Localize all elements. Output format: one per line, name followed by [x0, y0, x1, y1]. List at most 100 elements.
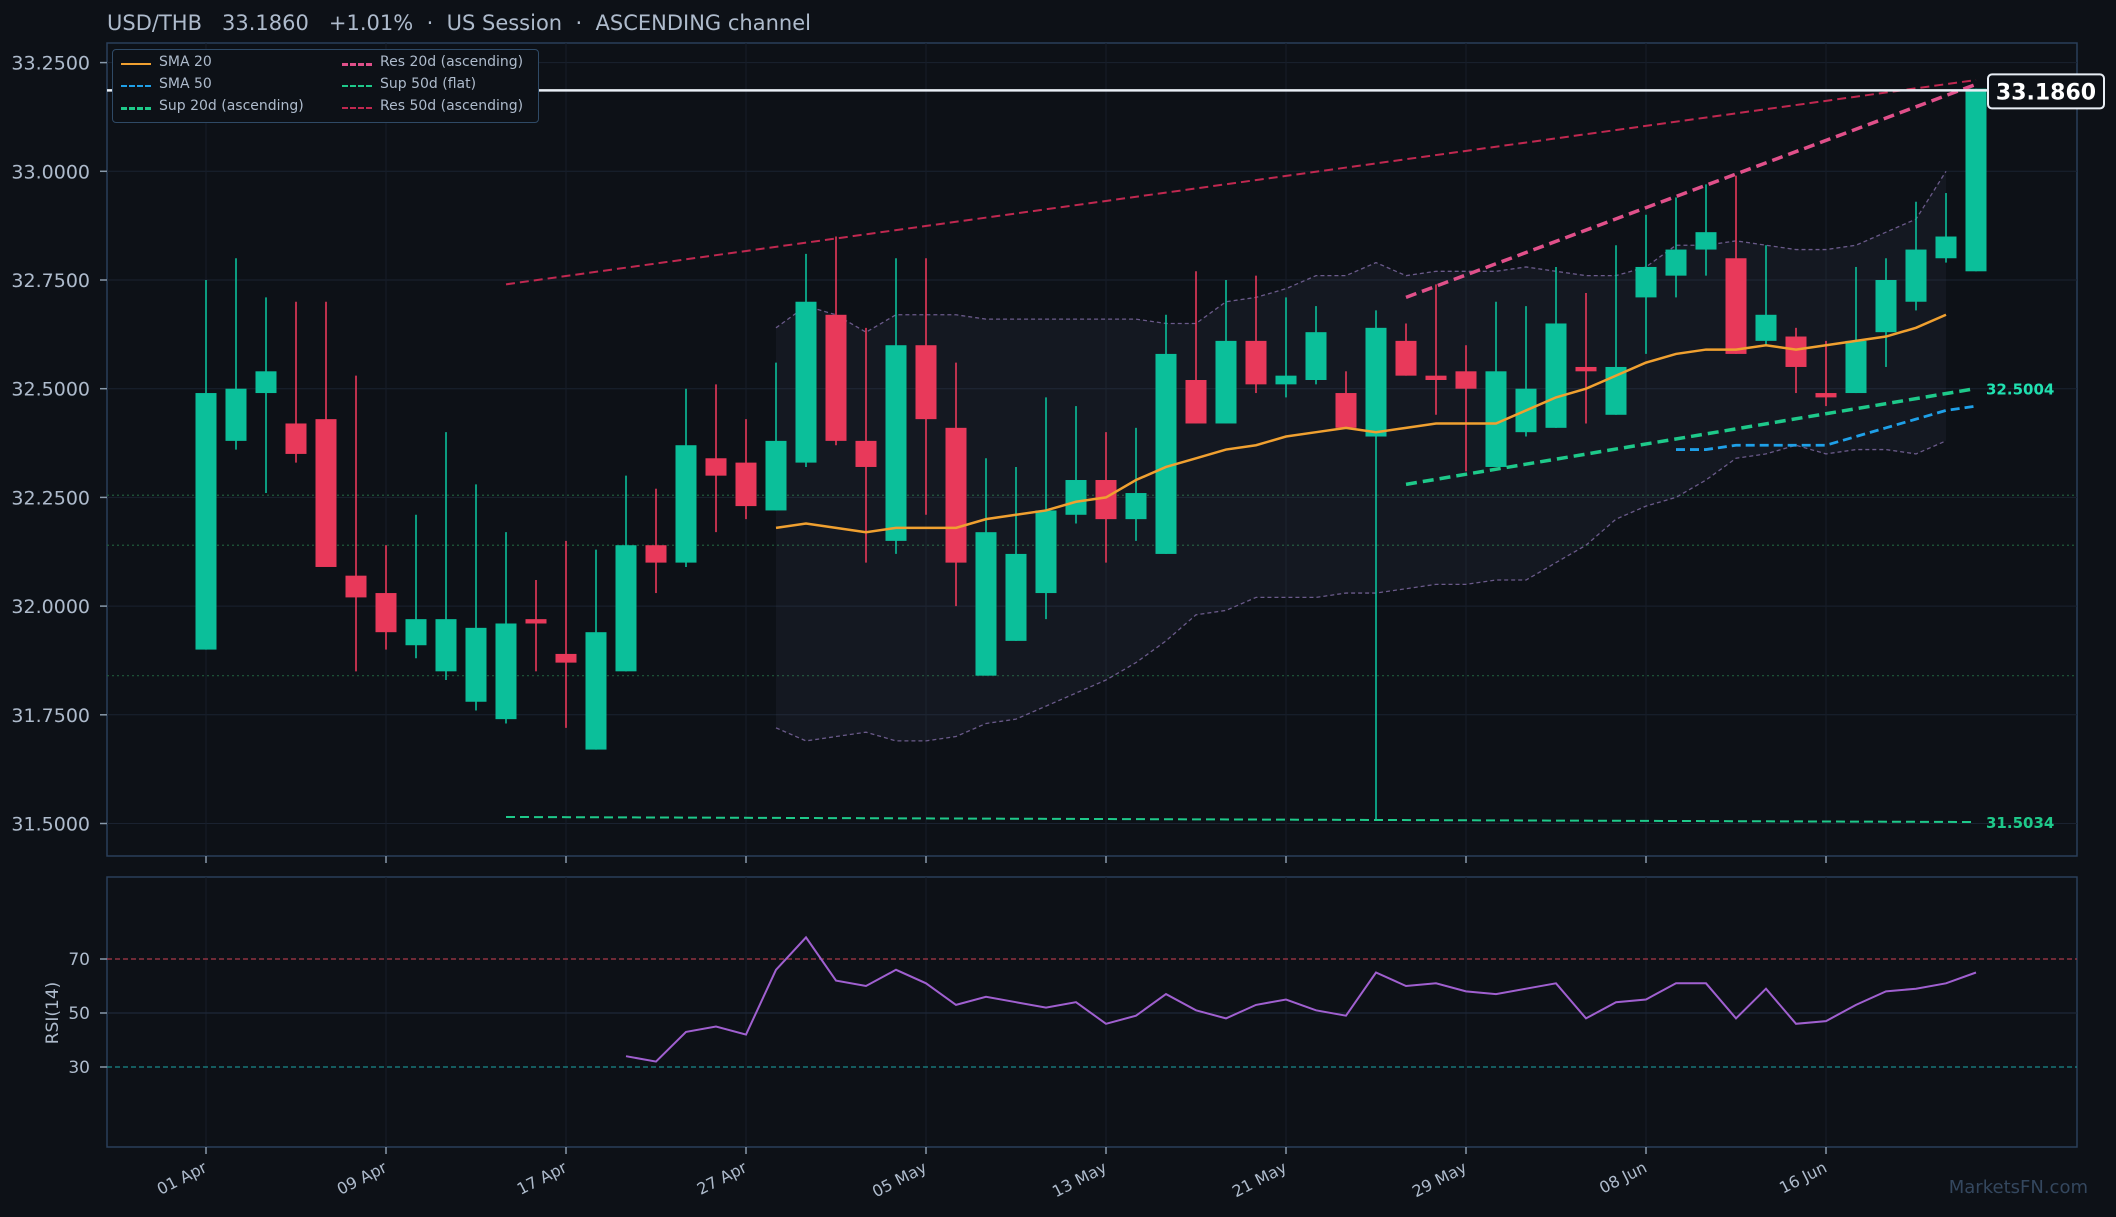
- candle-body: [1215, 340, 1237, 424]
- candle-body: [465, 627, 487, 702]
- candle: [1275, 297, 1297, 398]
- candle: [1125, 427, 1147, 541]
- chart-title: USD/THB 33.1860 +1.01% · US Session · AS…: [107, 11, 811, 35]
- lower-band-line: [775, 440, 1947, 742]
- candle: [1395, 323, 1417, 376]
- level-label: 32.5004: [1986, 381, 2054, 399]
- candle-body: [1005, 553, 1027, 641]
- x-tick-label: 21 May: [1229, 1158, 1290, 1202]
- candle: [1545, 266, 1567, 428]
- pair-symbol: USD/THB: [107, 11, 202, 35]
- candle-body: [915, 345, 937, 420]
- candle-body: [1095, 480, 1117, 520]
- candle-body: [1665, 249, 1687, 276]
- candle-body: [1065, 480, 1087, 515]
- price-change: +1.01%: [328, 11, 414, 35]
- candle-body: [1305, 332, 1327, 381]
- candle: [1035, 397, 1057, 620]
- candle: [885, 258, 907, 554]
- candle: [645, 488, 667, 594]
- candle: [1725, 175, 1747, 354]
- candle: [1875, 258, 1897, 367]
- rsi-panel: [106, 876, 2078, 1148]
- x-tick-label: 16 Jun: [1776, 1158, 1830, 1198]
- candle: [1245, 275, 1267, 394]
- candle-body: [615, 545, 637, 672]
- candle-body: [1575, 366, 1597, 372]
- candle-body: [825, 314, 847, 441]
- candle: [435, 432, 457, 681]
- candle-body: [1155, 353, 1177, 554]
- x-tick-label: 09 Apr: [334, 1157, 390, 1198]
- candle-body: [795, 301, 817, 463]
- candle-body: [945, 427, 967, 563]
- candle-body: [735, 462, 757, 507]
- candle-body: [555, 653, 577, 663]
- candle-body: [1185, 380, 1207, 424]
- pattern-name: ASCENDING channel: [595, 11, 811, 35]
- candle: [1755, 245, 1777, 346]
- candle-body: [1725, 258, 1747, 354]
- current-price: 33.1860: [222, 11, 309, 35]
- candle: [1335, 371, 1357, 428]
- level-label: 31.5034: [1986, 814, 2054, 832]
- candle: [255, 297, 277, 494]
- candle: [1185, 271, 1207, 424]
- rsi-tick-label: 30: [68, 1058, 90, 1078]
- candle-body: [1035, 510, 1057, 594]
- candle-body: [1605, 366, 1627, 415]
- candle-body: [195, 393, 217, 650]
- x-tick-label: 17 Apr: [514, 1157, 570, 1198]
- candle: [495, 532, 517, 724]
- candle-body: [315, 419, 337, 567]
- candle: [735, 419, 757, 520]
- rsi-line: [625, 935, 1977, 1063]
- candle: [465, 484, 487, 711]
- candle-body: [765, 440, 787, 511]
- candle-body: [1755, 314, 1777, 341]
- candle-body: [1365, 327, 1387, 437]
- candle: [1305, 306, 1327, 385]
- candle-body: [1275, 375, 1297, 385]
- candle-body: [645, 545, 667, 563]
- y-tick-label: 32.0000: [11, 596, 90, 618]
- candle-body: [525, 619, 547, 624]
- candle-body: [675, 445, 697, 563]
- candle: [705, 384, 727, 533]
- candle-body: [375, 593, 397, 633]
- candle: [855, 327, 877, 563]
- candle-body: [345, 575, 367, 598]
- candle: [1005, 466, 1027, 641]
- candle: [1845, 266, 1867, 394]
- candle-body: [855, 440, 877, 467]
- y-tick-label: 31.7500: [11, 705, 90, 727]
- separator: ·: [575, 11, 583, 35]
- candle-body: [1245, 340, 1267, 385]
- y-tick-label: 33.0000: [11, 161, 90, 183]
- candle: [225, 258, 247, 450]
- x-tick-label: 08 Jun: [1596, 1158, 1650, 1198]
- candle-body: [1125, 493, 1147, 520]
- support-50d-line: [505, 815, 1977, 824]
- candle: [1965, 88, 1987, 272]
- watermark: MarketsFN.com: [1948, 1177, 2088, 1198]
- candle: [1365, 310, 1387, 820]
- candle: [1635, 214, 1657, 354]
- price-badge-label: 33.1860: [1996, 80, 2096, 105]
- chart-legend: SMA 20 Res 20d (ascending) SMA 50 Sup 50…: [112, 49, 539, 123]
- separator: ·: [426, 11, 434, 35]
- y-tick-label: 32.2500: [11, 487, 90, 509]
- candle: [285, 301, 307, 463]
- rsi-tick-label: 50: [68, 1004, 90, 1024]
- rsi-axis-label: RSI(14): [43, 982, 63, 1045]
- candle-body: [255, 371, 277, 394]
- sma20-line: [775, 313, 1947, 534]
- x-tick-label: 29 May: [1409, 1158, 1470, 1202]
- x-tick-label: 13 May: [1049, 1158, 1110, 1202]
- candle-body: [285, 423, 307, 454]
- candle-body: [705, 458, 727, 476]
- x-tick-label: 27 Apr: [694, 1157, 750, 1198]
- candle-body: [495, 623, 517, 720]
- resistance-50d-line: [505, 79, 1977, 286]
- x-tick-label: 01 Apr: [154, 1157, 210, 1198]
